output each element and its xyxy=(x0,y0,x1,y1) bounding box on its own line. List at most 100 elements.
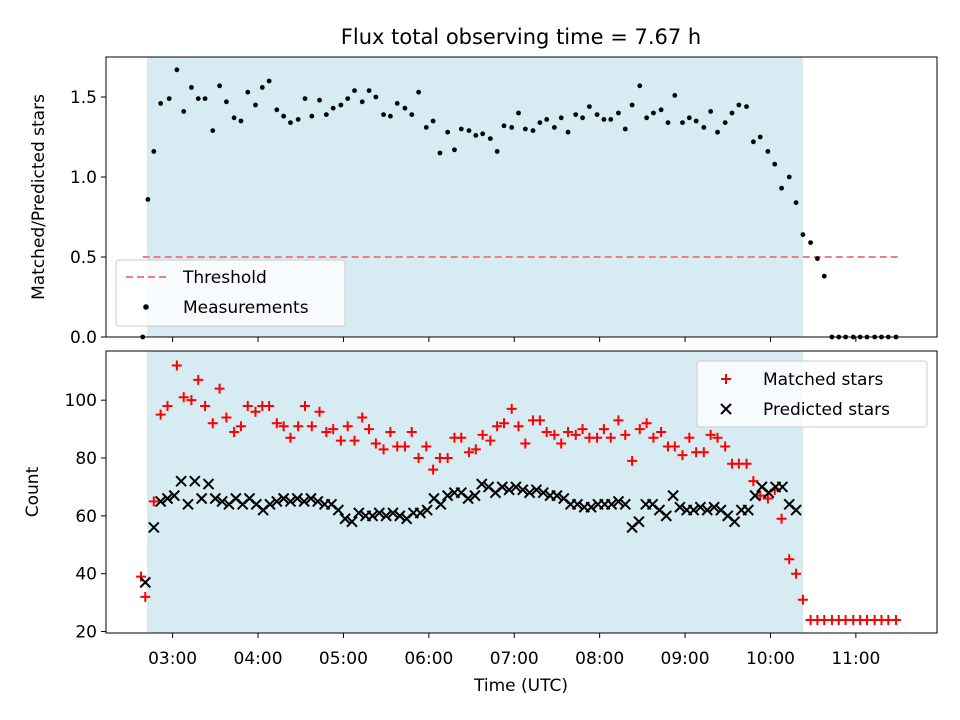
matched-stars-points xyxy=(136,360,902,625)
data-point xyxy=(680,120,685,125)
x-tick-label: 10:00 xyxy=(746,649,795,669)
data-point xyxy=(335,435,346,446)
data-point xyxy=(729,110,735,116)
data-point xyxy=(364,424,375,435)
x-tick-label: 11:00 xyxy=(831,649,880,669)
data-point xyxy=(537,487,549,499)
data-point xyxy=(748,476,759,487)
data-point xyxy=(608,117,614,122)
data-point xyxy=(750,139,756,145)
predicted-stars-points xyxy=(139,475,802,589)
data-point xyxy=(480,131,486,137)
data-point xyxy=(891,614,902,625)
data-point xyxy=(235,421,246,432)
data-point xyxy=(182,498,194,510)
x-tick-label: 09:00 xyxy=(661,649,710,669)
data-point xyxy=(231,115,237,121)
data-point xyxy=(181,109,187,114)
data-point xyxy=(271,495,283,508)
data-point xyxy=(633,515,645,528)
data-point xyxy=(357,412,368,423)
bottom-panel: 20 40 60 80 100 Count Matched stars Predicte… xyxy=(23,350,938,643)
data-point xyxy=(765,149,771,154)
data-point xyxy=(648,432,659,443)
data-point xyxy=(456,432,467,443)
data-point xyxy=(755,490,766,501)
data-point xyxy=(353,507,365,519)
data-point xyxy=(175,475,187,487)
data-point xyxy=(291,492,304,505)
data-point xyxy=(644,115,650,121)
y-tick-label: 1.5 xyxy=(70,88,97,108)
data-point xyxy=(428,464,439,475)
data-point xyxy=(189,85,194,90)
data-point xyxy=(537,120,543,125)
top-panel-ylabel: Matched/Predicted stars xyxy=(29,94,49,300)
data-point xyxy=(437,150,443,156)
data-point xyxy=(660,510,672,522)
data-point xyxy=(161,492,174,505)
data-point xyxy=(264,498,276,510)
data-point xyxy=(530,484,543,496)
data-point xyxy=(406,426,417,437)
data-point xyxy=(741,458,752,469)
data-point xyxy=(140,591,151,602)
data-point xyxy=(800,232,806,238)
y-tick-label: 100 xyxy=(65,391,97,411)
data-point xyxy=(620,429,631,440)
data-point xyxy=(793,200,799,206)
data-point xyxy=(259,85,265,90)
data-point xyxy=(665,120,671,125)
data-point xyxy=(293,421,304,432)
data-point xyxy=(530,128,536,134)
data-point xyxy=(302,96,308,101)
x-tick-label: 04:00 xyxy=(234,649,283,669)
data-point xyxy=(674,501,686,513)
bottom-panel-ylabel: Count xyxy=(23,466,43,517)
data-point xyxy=(708,501,720,513)
data-point xyxy=(722,120,728,125)
data-point xyxy=(684,432,695,443)
data-point xyxy=(298,495,310,508)
data-point xyxy=(378,444,389,455)
data-point xyxy=(786,174,792,180)
data-point xyxy=(171,360,182,371)
data-point xyxy=(416,89,421,95)
data-point xyxy=(168,489,181,502)
data-point xyxy=(585,501,597,513)
top-panel-legend: Threshold Measurements xyxy=(115,259,346,327)
measurements-legend-marker xyxy=(143,304,149,310)
data-point xyxy=(563,426,574,437)
data-point xyxy=(370,438,381,449)
data-point xyxy=(571,498,584,510)
data-point xyxy=(458,126,464,132)
data-point xyxy=(476,478,488,490)
data-point xyxy=(338,102,344,108)
data-point xyxy=(494,149,500,154)
y-tick-label: 0.0 xyxy=(70,328,97,348)
top-panel-plot xyxy=(140,67,899,340)
data-point xyxy=(698,447,709,458)
data-point xyxy=(373,507,386,519)
top-legend-box xyxy=(115,259,346,327)
data-point xyxy=(413,453,424,464)
data-point xyxy=(744,104,749,109)
data-point xyxy=(145,197,151,202)
data-point xyxy=(784,554,795,565)
data-point xyxy=(580,115,585,121)
predicted-stars-legend-label: Predicted stars xyxy=(763,400,890,420)
bottom-legend-box xyxy=(696,360,928,428)
bottom-panel-observing-window xyxy=(146,351,803,633)
data-point xyxy=(815,256,820,261)
data-point xyxy=(577,424,588,435)
data-point xyxy=(669,441,680,452)
data-point xyxy=(217,83,222,89)
data-point xyxy=(442,453,453,464)
data-point xyxy=(380,510,392,522)
data-point xyxy=(352,88,357,93)
data-point xyxy=(148,496,159,507)
data-point xyxy=(281,113,287,119)
data-point xyxy=(694,501,707,513)
x-tick-label: 08:00 xyxy=(575,649,624,669)
data-point xyxy=(349,435,360,446)
